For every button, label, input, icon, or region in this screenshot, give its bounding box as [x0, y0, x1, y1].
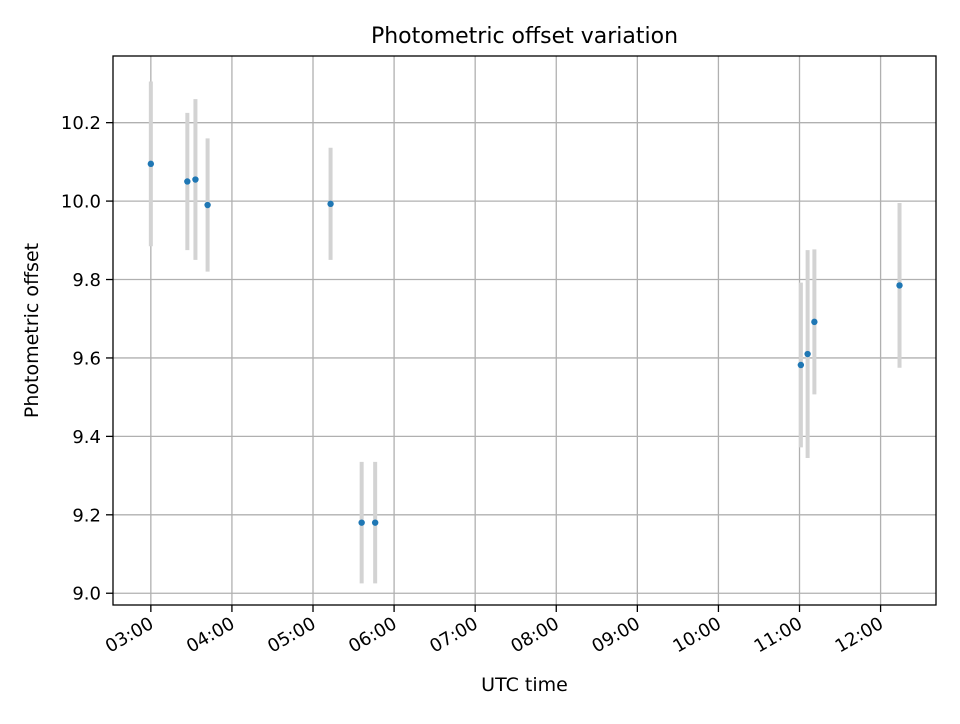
plot-frame	[112, 55, 937, 606]
data-point	[896, 282, 903, 289]
data-point	[204, 201, 211, 209]
y-tick-label: 9.4	[72, 427, 101, 448]
x-axis-label: UTC time	[481, 674, 568, 696]
data-point	[184, 178, 191, 185]
y-tick-label: 9.6	[72, 348, 101, 369]
data-point	[371, 519, 379, 526]
data-point	[797, 361, 805, 369]
grid	[113, 56, 936, 605]
y-axis-label: Photometric offset	[21, 243, 43, 418]
y-tick-label: 10.2	[61, 113, 101, 134]
data-point	[327, 200, 334, 208]
y-tick-label: 10.0	[61, 192, 101, 213]
data-points	[147, 160, 903, 526]
y-tick-label: 9.2	[72, 505, 101, 526]
data-point	[811, 318, 818, 326]
y-tick-label: 9.0	[72, 584, 101, 605]
data-point	[358, 519, 365, 526]
chart-title: Photometric offset variation	[371, 24, 678, 49]
y-axis-ticks: 9.0 9.2 9.4 9.6 9.8 10.0 10.2	[61, 113, 113, 605]
data-point	[192, 176, 199, 183]
data-point	[147, 160, 155, 168]
data-point	[804, 350, 811, 358]
y-tick-label: 9.8	[72, 270, 101, 291]
